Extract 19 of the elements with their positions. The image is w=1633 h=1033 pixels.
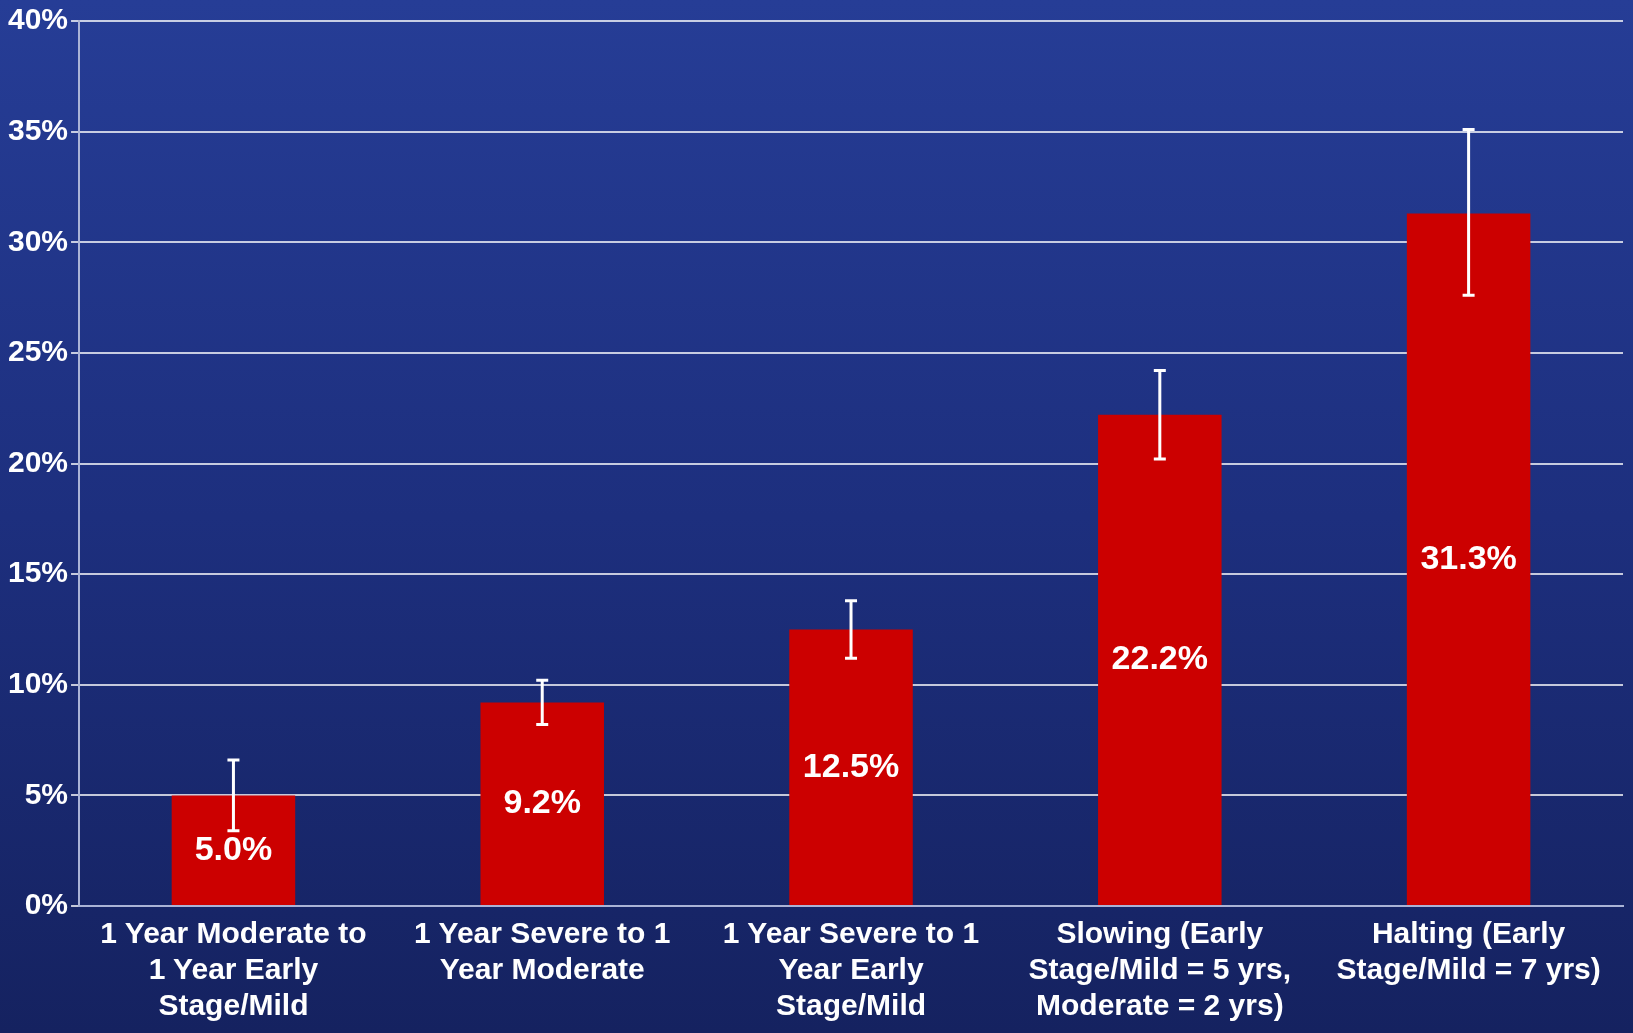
data-label: 9.2%	[503, 782, 581, 821]
data-label: 5.0%	[194, 828, 273, 867]
data-label: 12.5%	[802, 745, 900, 784]
y-tick-label: 25%	[8, 334, 69, 368]
x-tick-label: 1 Year Severe to 1 Year Early Stage/Mild	[722, 916, 980, 1022]
data-label: 22.2%	[1111, 638, 1209, 677]
y-tick-label: 10%	[8, 666, 69, 700]
x-tick-label: 1 Year Moderate to 1 Year Early Stage/Mild	[100, 916, 367, 1022]
y-tick-label: 5%	[24, 776, 69, 810]
y-tick-label: 30%	[8, 223, 69, 257]
x-tick-label: 1 Year Severe to 1 Year Moderate	[414, 916, 671, 986]
y-tick-label: 40%	[8, 2, 69, 36]
x-tick-label: Halting (Early Stage/Mild = 7 yrs)	[1336, 916, 1601, 986]
data-label: 31.3%	[1420, 537, 1517, 576]
y-tick-label: 20%	[8, 444, 69, 478]
x-tick-label: Slowing (Early Stage/Mild = 5 yrs, Moderate = 2 yrs)	[1028, 916, 1292, 1022]
y-tick-label: 0%	[24, 887, 69, 921]
y-tick-label: 15%	[8, 555, 69, 589]
y-tick-label: 35%	[8, 112, 69, 146]
